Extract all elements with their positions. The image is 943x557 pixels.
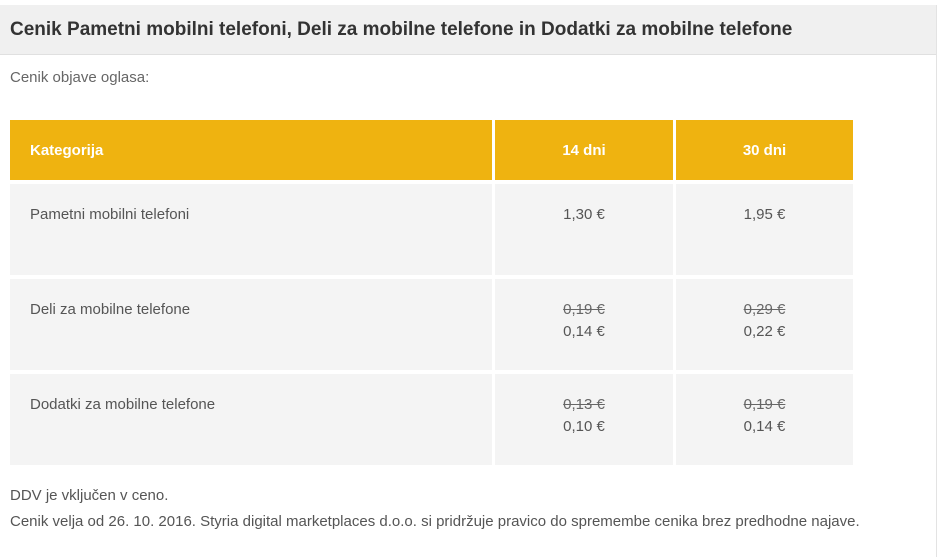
price-cell-30dni: 0,19 € 0,14 € <box>673 370 853 465</box>
category-cell: Pametni mobilni telefoni <box>10 180 492 275</box>
category-cell: Dodatki za mobilne telefone <box>10 370 492 465</box>
old-price-value: 0,13 € <box>563 396 605 413</box>
price-cell-14dni: 1,30 € <box>492 180 673 275</box>
price-value: 0,14 € <box>563 323 605 340</box>
column-header-kategorija: Kategorija <box>10 120 492 180</box>
price-value: 0,14 € <box>743 418 786 435</box>
content-area: Cenik Pametni mobilni telefoni, Deli za … <box>0 5 937 557</box>
category-cell: Deli za mobilne telefone <box>10 275 492 370</box>
price-table: Kategorija 14 dni 30 dni Pametni mobilni… <box>10 120 853 465</box>
price-value: 1,95 € <box>743 206 786 223</box>
column-header-14-dni: 14 dni <box>492 120 673 180</box>
table-header-row: Kategorija 14 dni 30 dni <box>10 120 853 180</box>
price-value: 1,30 € <box>563 206 605 223</box>
price-cell-30dni: 0,29 € 0,22 € <box>673 275 853 370</box>
table-row-pametni-mobilni-telefoni: Pametni mobilni telefoni 1,30 € 1,95 € <box>10 180 853 275</box>
footer-notes: DDV je vključen v ceno. Cenik velja od 2… <box>10 483 930 535</box>
table-row-deli-za-mobilne-telefone: Deli za mobilne telefone 0,19 € 0,14 € 0… <box>10 275 853 370</box>
table-row-dodatki-za-mobilne-telefone: Dodatki za mobilne telefone 0,13 € 0,10 … <box>10 370 853 465</box>
old-price-value: 0,19 € <box>743 396 786 413</box>
column-header-30-dni: 30 dni <box>673 120 853 180</box>
vat-note: DDV je vključen v ceno. <box>10 487 169 504</box>
old-price-value: 0,29 € <box>743 301 786 318</box>
validity-note: Cenik velja od 26. 10. 2016. Styria digi… <box>10 513 860 530</box>
price-cell-30dni: 1,95 € <box>673 180 853 275</box>
old-price-value: 0,19 € <box>563 301 605 318</box>
price-cell-14dni: 0,13 € 0,10 € <box>492 370 673 465</box>
title-bar: Cenik Pametni mobilni telefoni, Deli za … <box>0 5 936 55</box>
price-value: 0,10 € <box>563 418 605 435</box>
price-cell-14dni: 0,19 € 0,14 € <box>492 275 673 370</box>
page-title: Cenik Pametni mobilni telefoni, Deli za … <box>10 18 793 40</box>
price-value: 0,22 € <box>743 323 786 340</box>
intro-text: Cenik objave oglasa: <box>10 69 150 86</box>
